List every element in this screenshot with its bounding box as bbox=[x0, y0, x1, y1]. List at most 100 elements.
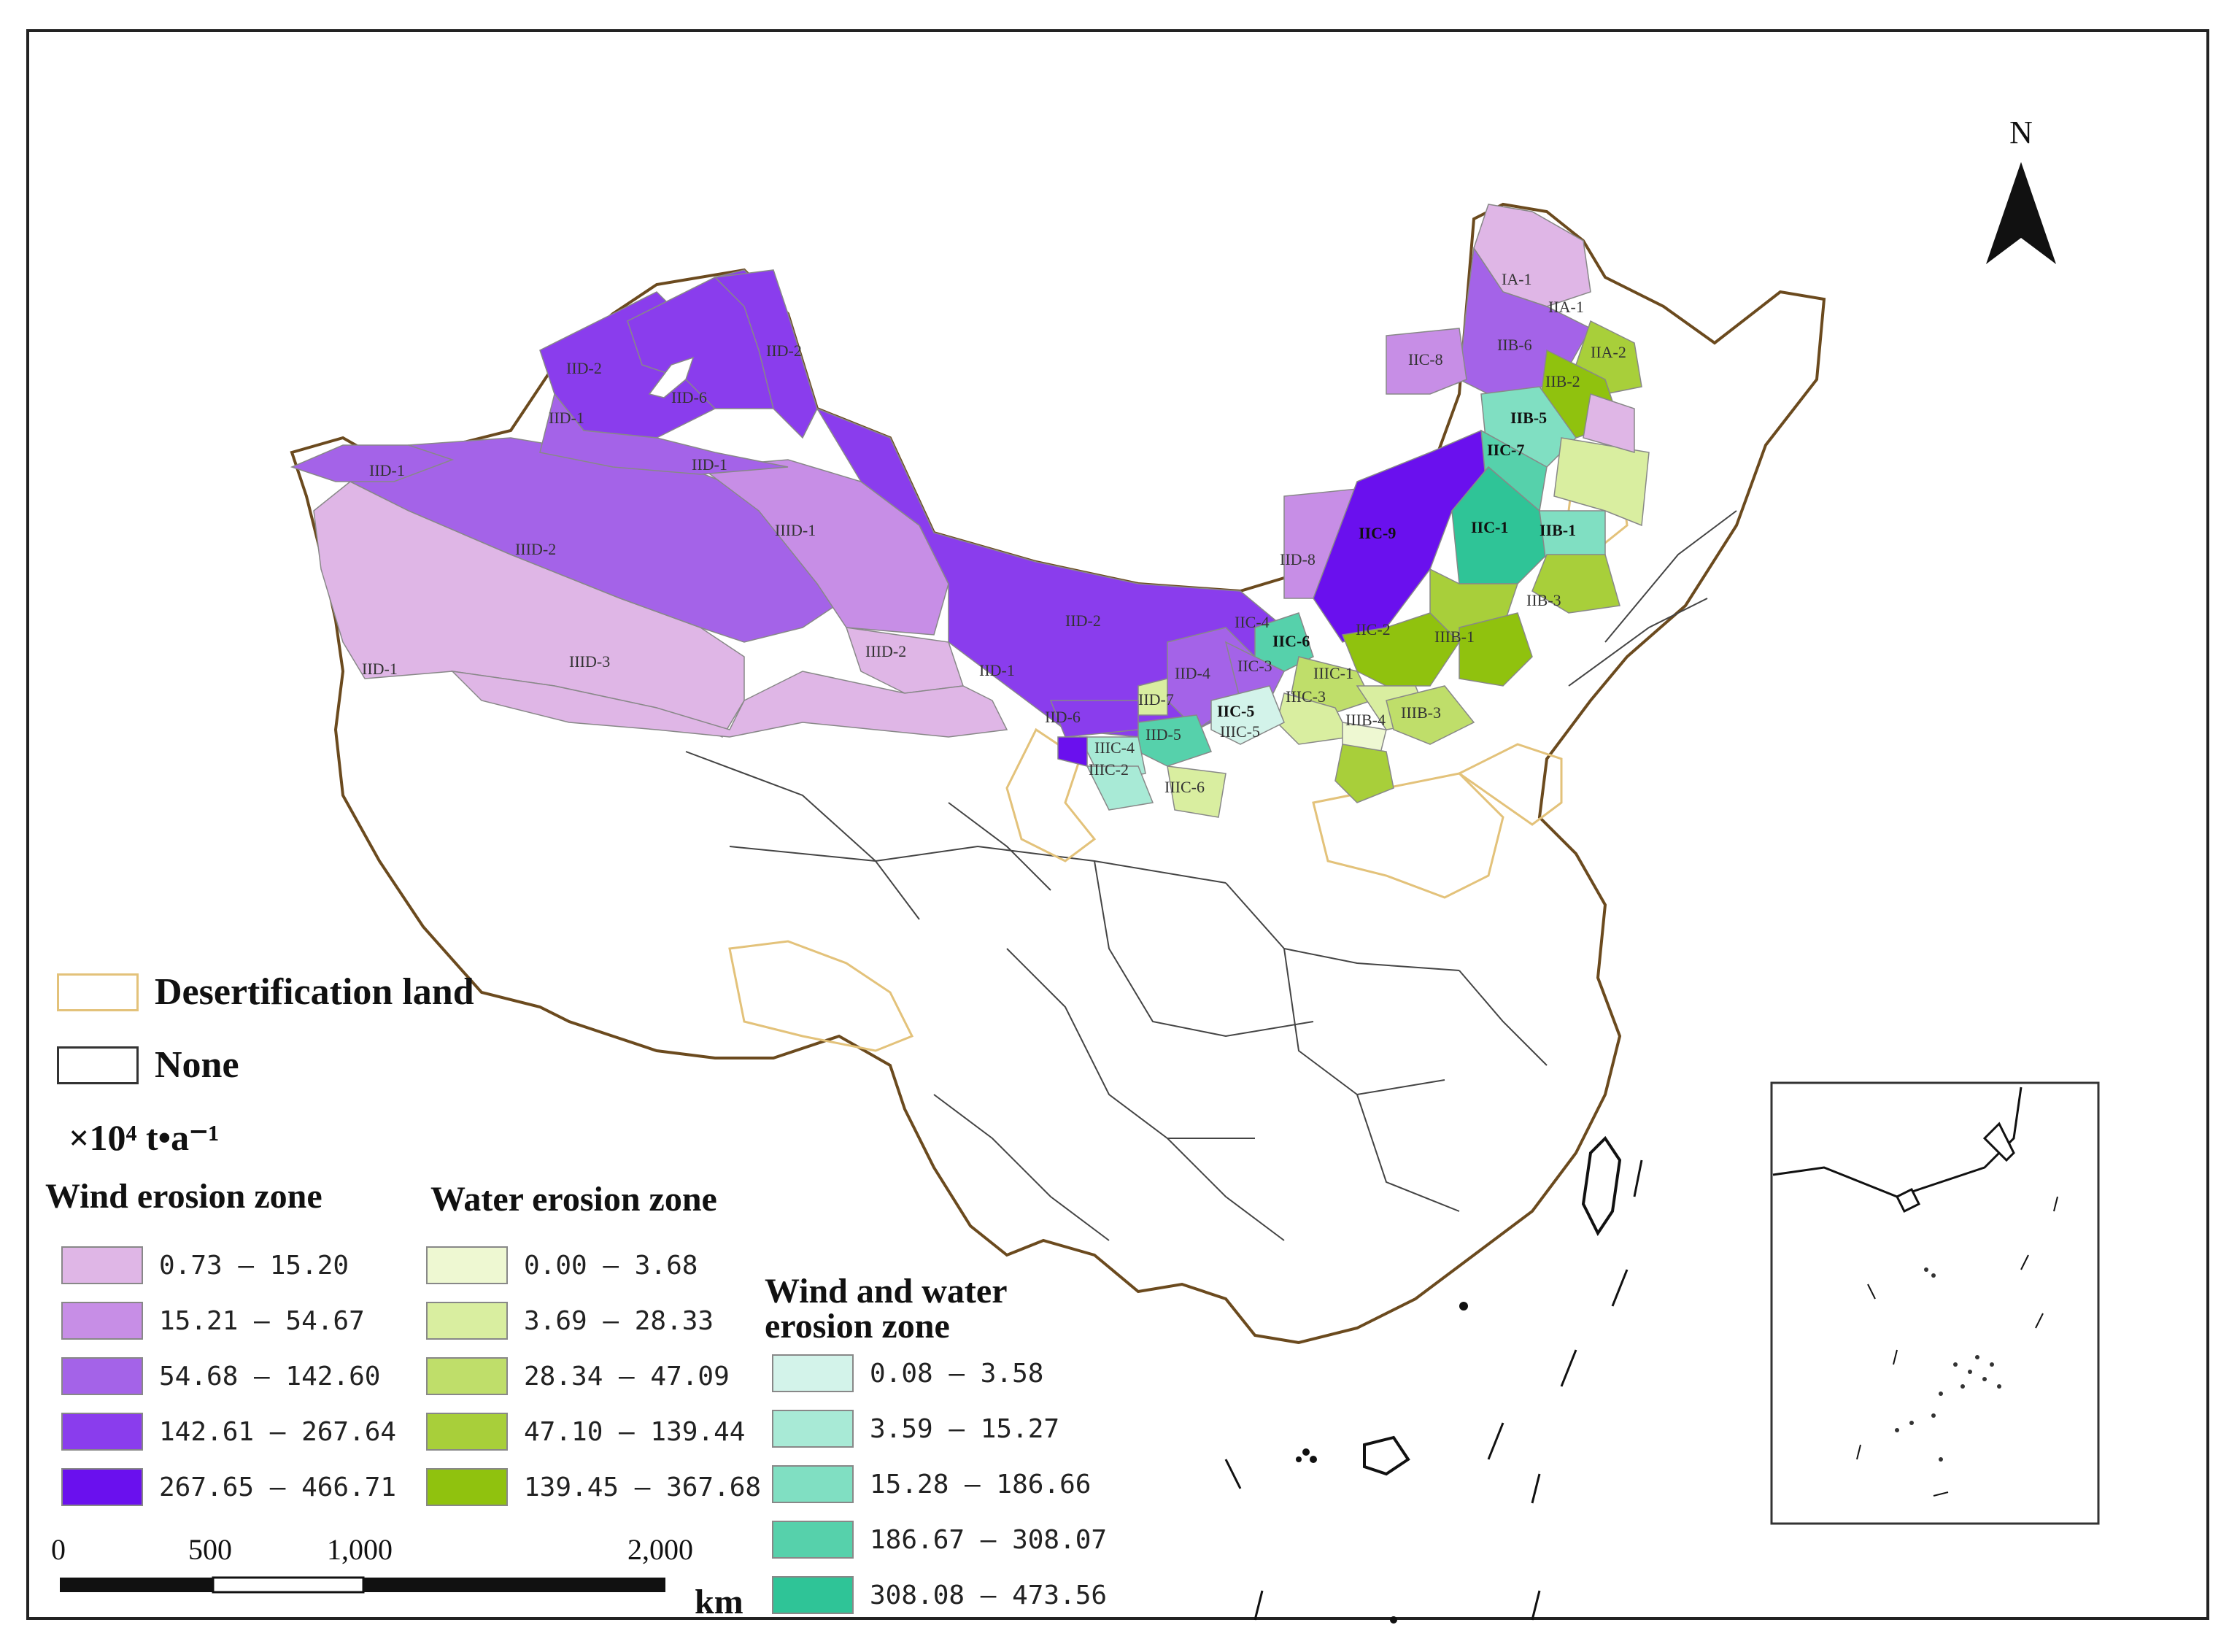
legend-range-label: 308.08 – 473.56 bbox=[870, 1580, 1108, 1610]
zone-label: IID-2 bbox=[1065, 611, 1101, 630]
zone-IIC-2 bbox=[1341, 612, 1460, 687]
legend-swatch bbox=[61, 1468, 143, 1506]
zone-IIC-8 bbox=[1386, 328, 1467, 395]
legend-none: None bbox=[57, 1043, 239, 1086]
legend-class-row: 15.21 – 54.67 bbox=[61, 1300, 365, 1341]
legend-range-label: 47.10 – 139.44 bbox=[524, 1416, 746, 1447]
legend-range-label: 139.45 – 367.68 bbox=[524, 1472, 762, 1502]
zone-label: IIIC-2 bbox=[1089, 760, 1129, 779]
unit-label: ×10⁴ t•a⁻¹ bbox=[69, 1117, 220, 1158]
hainan-island bbox=[1363, 1435, 1410, 1476]
north-arrow-icon bbox=[1986, 162, 2056, 264]
zone-label: IIIB-4 bbox=[1345, 711, 1386, 729]
scale-tick-500: 500 bbox=[188, 1533, 232, 1566]
legend-swatch bbox=[426, 1357, 508, 1395]
zone-label: IID-1 bbox=[362, 660, 398, 678]
legend-range-label: 267.65 – 466.71 bbox=[159, 1472, 397, 1502]
zone-IIIC-2 bbox=[1086, 765, 1154, 811]
zone-label: IIB-2 bbox=[1545, 372, 1580, 390]
zone-IID-3 bbox=[1057, 736, 1088, 767]
zone-label: IIC-3 bbox=[1237, 657, 1272, 675]
province-boundaries bbox=[685, 510, 1737, 1241]
wind-water-zone-title: Wind and water erosion zone bbox=[765, 1272, 1007, 1346]
zone-IIC-9 bbox=[1313, 429, 1489, 643]
legend-swatch bbox=[61, 1413, 143, 1451]
none-swatch bbox=[57, 1046, 139, 1084]
north-arrow: N bbox=[1986, 115, 2056, 264]
zone-label: IIB-3 bbox=[1526, 591, 1561, 609]
zone-IIIB-1-n bbox=[1459, 612, 1533, 687]
scale-unit: km bbox=[695, 1583, 743, 1621]
legend-desertification: Desertification land bbox=[57, 970, 474, 1014]
legend-swatch bbox=[426, 1246, 508, 1284]
zone-label: IIB-1 bbox=[1540, 521, 1576, 539]
zone-IIIB-3 bbox=[1386, 685, 1475, 745]
taiwan-island bbox=[1581, 1135, 1622, 1236]
legend-swatch bbox=[61, 1246, 143, 1284]
legend-swatch bbox=[426, 1413, 508, 1451]
legend-class-row: 267.65 – 466.71 bbox=[61, 1467, 396, 1508]
zone-label: IID-6 bbox=[671, 388, 707, 406]
scale-tick-0: 0 bbox=[51, 1533, 66, 1566]
legend-class-row: 28.34 – 47.09 bbox=[426, 1356, 730, 1397]
zone-label: IIIC-5 bbox=[1220, 722, 1260, 741]
zone-label: IID-7 bbox=[1138, 690, 1174, 709]
legend-swatch bbox=[772, 1521, 854, 1559]
legend-swatch bbox=[61, 1357, 143, 1395]
zone-label: IIC-6 bbox=[1272, 632, 1310, 650]
legend-swatch bbox=[426, 1302, 508, 1340]
legend-range-label: 0.73 – 15.20 bbox=[159, 1250, 349, 1281]
south-china-sea-inset bbox=[1770, 1081, 2100, 1525]
zone-IID-2-north bbox=[714, 269, 818, 439]
legend-desertification-label: Desertification land bbox=[155, 971, 474, 1013]
small-islands bbox=[1296, 1302, 1468, 1624]
legend-range-label: 28.34 – 47.09 bbox=[524, 1361, 730, 1392]
zone-label: IID-5 bbox=[1146, 725, 1181, 744]
legend-range-label: 142.61 – 267.64 bbox=[159, 1416, 397, 1447]
legend-class-row: 186.67 – 308.07 bbox=[772, 1519, 1107, 1560]
legend-swatch bbox=[772, 1410, 854, 1448]
legend-class-row: 308.08 – 473.56 bbox=[772, 1575, 1107, 1616]
legend-class-row: 54.68 – 142.60 bbox=[61, 1356, 380, 1397]
zone-label: IID-6 bbox=[1045, 708, 1081, 726]
legend-class-row: 47.10 – 139.44 bbox=[426, 1411, 745, 1452]
legend-swatch bbox=[426, 1468, 508, 1506]
zone-IIID-3-south bbox=[450, 670, 1008, 738]
legend-none-label: None bbox=[155, 1044, 239, 1086]
legend-range-label: 3.69 – 28.33 bbox=[524, 1305, 714, 1336]
zone-label: IID-1 bbox=[549, 409, 584, 427]
legend-class-row: 3.59 – 15.27 bbox=[772, 1408, 1059, 1449]
zone-IID-1-north bbox=[539, 393, 789, 475]
zone-label: IIC-5 bbox=[1217, 702, 1254, 720]
zone-label: IID-1 bbox=[979, 661, 1015, 679]
zone-label: IA-1 bbox=[1502, 270, 1532, 288]
legend-range-label: 15.21 – 54.67 bbox=[159, 1305, 365, 1336]
zone-label: IIA-1 bbox=[1548, 298, 1584, 316]
legend-range-label: 0.00 – 3.68 bbox=[524, 1250, 698, 1281]
legend-swatch bbox=[772, 1354, 854, 1392]
zone-label: IIID-2 bbox=[515, 540, 556, 558]
water-zone-title: Water erosion zone bbox=[430, 1180, 717, 1219]
legend-swatch bbox=[772, 1465, 854, 1503]
legend-class-row: 139.45 – 367.68 bbox=[426, 1467, 761, 1508]
legend-class-row: 3.69 – 28.33 bbox=[426, 1300, 714, 1341]
zone-label: IID-4 bbox=[1175, 664, 1210, 682]
zone-IIIB-1-s bbox=[1334, 744, 1394, 803]
zone-label: IID-1 bbox=[369, 461, 405, 479]
legend-range-label: 54.68 – 142.60 bbox=[159, 1361, 381, 1392]
zone-label: IIA-2 bbox=[1591, 343, 1626, 361]
zone-label: IIC-8 bbox=[1408, 350, 1443, 368]
north-label: N bbox=[2009, 115, 2033, 150]
zone-IIID-1 bbox=[698, 459, 949, 636]
legend-range-label: 186.67 – 308.07 bbox=[870, 1524, 1108, 1555]
zone-IIB-4 bbox=[1531, 554, 1620, 614]
scale-tick-2000: 2,000 bbox=[627, 1533, 693, 1566]
zone-label: IID-1 bbox=[692, 455, 727, 474]
zone-label: IIC-1 bbox=[1471, 518, 1508, 536]
zone-label: IIB-5 bbox=[1510, 409, 1547, 427]
zone-IID-1-west bbox=[290, 444, 455, 482]
legend-class-row: 15.28 – 186.66 bbox=[772, 1464, 1091, 1505]
sea-dashes bbox=[1224, 1159, 1643, 1621]
zone-labels: IID-2 IID-6 IID-2 IID-1 IID-1 IID-1 IIID… bbox=[362, 270, 1626, 796]
desertification-swatch bbox=[57, 973, 139, 1011]
